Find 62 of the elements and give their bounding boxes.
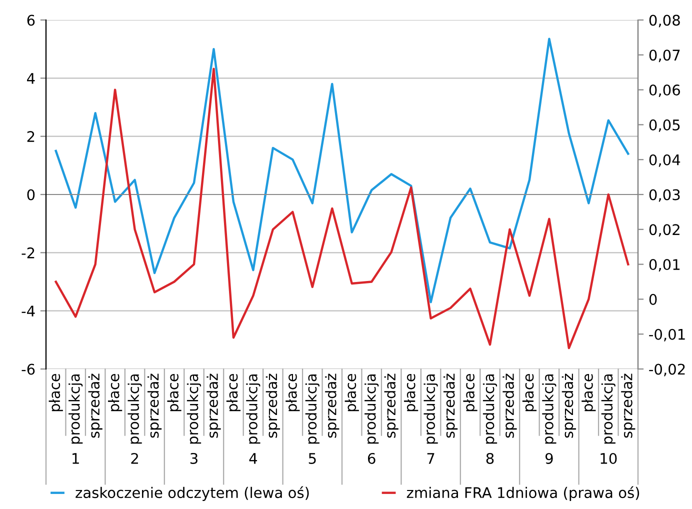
x-tick-label: płace — [582, 374, 596, 412]
y2-tick-label: 0,07 — [649, 50, 680, 62]
text: 9 — [545, 452, 553, 464]
x-tick-label: produkcja — [246, 374, 260, 444]
y2-tick-label: 0,08 — [649, 14, 680, 28]
text: 4 — [249, 453, 258, 464]
x-tick-label: sprzedaż — [325, 374, 340, 438]
text: 5 — [308, 453, 316, 464]
legend-label: zaskoczenie odczytem (lewa oś) — [76, 486, 309, 501]
y-tick-label: 6 — [27, 14, 35, 26]
y-tick-label: 4 — [27, 73, 35, 84]
x-tick-label: produkcja — [424, 374, 438, 444]
x-tick-label: produkcja — [601, 374, 616, 444]
x-tick-label: sprzedaż — [384, 374, 398, 438]
x-tick-label: płace — [48, 374, 63, 412]
x-tick-label: płace — [463, 374, 478, 412]
x-tick-label: sprzedaż — [562, 374, 576, 438]
y-tick-label: -6 — [22, 364, 35, 375]
x-tick-label: sprzedaż — [266, 374, 280, 438]
y2-tick-label: 0,05 — [649, 119, 680, 132]
x-tick-label: sprzedaż — [206, 374, 221, 438]
x-tick-label: produkcja — [482, 374, 498, 444]
y-tick-label: -2 — [22, 247, 34, 258]
text: 2 — [131, 452, 138, 464]
x-tick-label: sprzedaż — [147, 374, 162, 438]
text: 10 — [600, 452, 617, 464]
x-tick-label: płace — [226, 374, 241, 412]
y2-tick-label: 0 — [649, 294, 657, 305]
line-series — [54, 68, 630, 350]
x-tick-label: płace — [286, 374, 300, 412]
legend-label: zmiana FRA 1dniowa (prawa oś) — [406, 486, 640, 501]
x-tick-label: produkcja — [186, 374, 202, 444]
x-tick-label: płace — [522, 374, 537, 412]
y2-tick-label: 0,03 — [649, 189, 680, 202]
x-tick-label: sprzedaż — [502, 374, 517, 438]
x-tick-label: płace — [167, 374, 182, 412]
line-series — [54, 38, 630, 304]
text: 3 — [190, 452, 198, 464]
x-tick-label: produkcja — [68, 374, 83, 444]
x-tick-label: płace — [108, 374, 122, 412]
y-tick-label: 0 — [27, 189, 35, 200]
y2-tick-label: 0,01 — [649, 259, 680, 272]
text: 7 — [427, 453, 434, 464]
y2-tick-label: -0,01 — [649, 328, 685, 342]
x-tick-label: produkcja — [128, 374, 142, 444]
y2-tick-label: 0,02 — [649, 224, 680, 237]
y2-tick-label: 0,06 — [649, 84, 680, 98]
x-tick-label: produkcja — [305, 374, 320, 444]
x-tick-label: płace — [404, 374, 418, 412]
y-tick-label: -4 — [22, 306, 35, 316]
x-tick-label: sprzedaż — [443, 374, 458, 438]
x-tick-label: sprzedaż — [621, 374, 636, 438]
x-tick-label: płace — [344, 374, 359, 412]
text: 6 — [368, 452, 376, 464]
x-tick-label: produkcja — [364, 374, 379, 444]
x-tick-label: produkcja — [542, 374, 556, 444]
y2-tick-label: 0,04 — [649, 154, 680, 167]
text: 1 — [72, 453, 79, 464]
y-tick-label: 2 — [27, 131, 34, 142]
x-tick-label: sprzedaż — [88, 374, 102, 438]
text: 8 — [486, 452, 494, 464]
y2-tick-label: -0,02 — [649, 364, 685, 376]
